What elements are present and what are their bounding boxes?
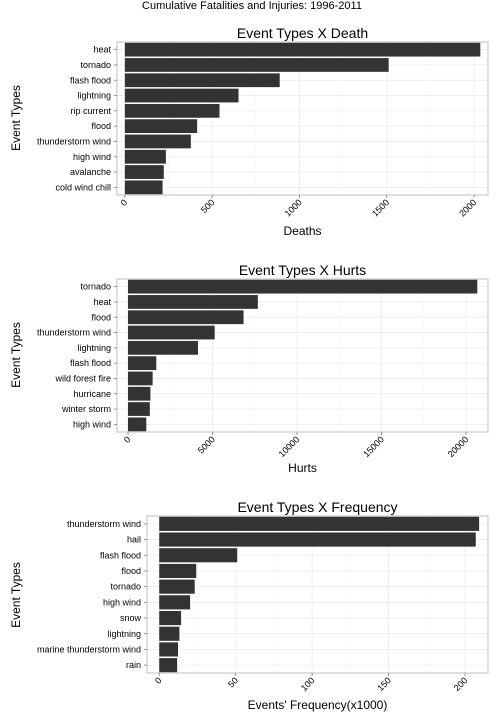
bar [159,563,197,579]
bar [124,134,191,149]
y-tick-label: marine thunderstorm wind [37,644,141,654]
bar [159,595,191,610]
x-tick-label: 10000 [277,434,302,459]
y-tick-label: heat [93,297,111,307]
bar [124,180,163,195]
figure-title: Cumulative Fatalities and Injuries: 1996… [142,0,362,12]
y-tick-label: cold wind chill [55,182,111,192]
bar [127,295,258,309]
bar [127,325,215,340]
bar [127,402,150,416]
plot-border [146,515,489,674]
x-axis-title: Events' Frequency(x1000) [248,698,388,712]
bar [127,356,157,371]
x-tick-label: 2000 [457,197,478,218]
x-tick-label: 500 [199,197,217,215]
bar [124,88,239,103]
y-tick-label: thunderstorm wind [37,328,111,338]
chart-panel: tornado heat flood thunderstorm wind lightni… [9,262,489,475]
x-tick-label: 20000 [446,434,471,459]
y-tick-label: hail [127,535,141,545]
y-axis-title: Event Types [9,562,23,628]
bar [124,73,280,88]
y-tick-label: winter storm [61,404,111,414]
chart-title: Event Types X Frequency [237,499,397,515]
y-tick-label: rip current [70,106,111,116]
y-tick-label: flood [91,121,111,131]
y-tick-label: high wind [103,597,141,607]
chart-panel: heat tornado flash flood lightning rip curre… [9,25,489,238]
y-tick-label: thunderstorm wind [37,136,111,146]
x-axis-title: Deaths [283,224,321,238]
bar [127,371,153,386]
y-tick-label: snow [120,613,142,623]
x-tick-label: 5000 [196,434,217,455]
bar [124,42,481,57]
x-axis-title: Hurts [288,461,317,475]
y-tick-label: flash flood [100,550,141,560]
x-tick-label: 15000 [361,434,386,459]
y-tick-label: flash flood [70,358,111,368]
x-tick-label: 1000 [283,197,304,218]
chart-panel: thunderstorm wind hail flash flood flood tor… [9,499,489,712]
y-tick-label: thunderstorm wind [67,519,141,529]
y-tick-label: flood [91,312,111,322]
y-tick-label: high wind [73,152,111,162]
y-tick-label: flood [121,566,141,576]
x-tick-label: 0 [122,434,133,445]
y-axis-title: Event Types [9,322,23,388]
y-tick-label: hurricane [73,389,111,399]
x-tick-label: 50 [226,675,240,689]
bar [159,516,480,531]
x-tick-label: 0 [153,675,164,686]
x-tick-label: 100 [299,675,317,693]
bar [124,165,164,179]
plot-border [116,278,489,433]
y-tick-label: lightning [107,629,141,639]
y-tick-label: tornado [80,60,111,70]
bar [127,279,478,294]
bar [159,642,179,657]
bar [159,532,476,547]
y-tick-label: lightning [77,343,111,353]
y-tick-label: tornado [80,282,111,292]
bar [159,658,178,673]
x-tick-label: 150 [375,675,393,693]
bar [159,610,182,626]
y-tick-label: flash flood [70,75,111,85]
bar [127,310,244,325]
x-tick-label: 0 [119,197,130,208]
y-tick-label: high wind [73,419,111,429]
y-tick-label: wild forest fire [54,373,111,383]
chart-title: Event Types X Hurts [239,262,366,278]
y-tick-label: avalanche [70,167,111,177]
bar [124,103,220,118]
y-tick-label: lightning [77,91,111,101]
y-tick-label: heat [93,45,111,55]
y-tick-label: rain [126,660,141,670]
plot-border [116,41,489,196]
bar [159,548,238,563]
y-tick-label: tornado [110,582,141,592]
bar [124,119,198,134]
chart-title: Event Types X Death [237,25,368,41]
bar [127,340,198,355]
bar [159,579,195,594]
x-tick-label: 200 [452,675,470,693]
x-tick-label: 1500 [370,197,391,218]
bar [127,417,147,432]
bar [124,149,166,164]
bar [159,626,180,641]
bar [124,58,389,72]
y-axis-title: Event Types [9,85,23,151]
bar [127,386,151,401]
